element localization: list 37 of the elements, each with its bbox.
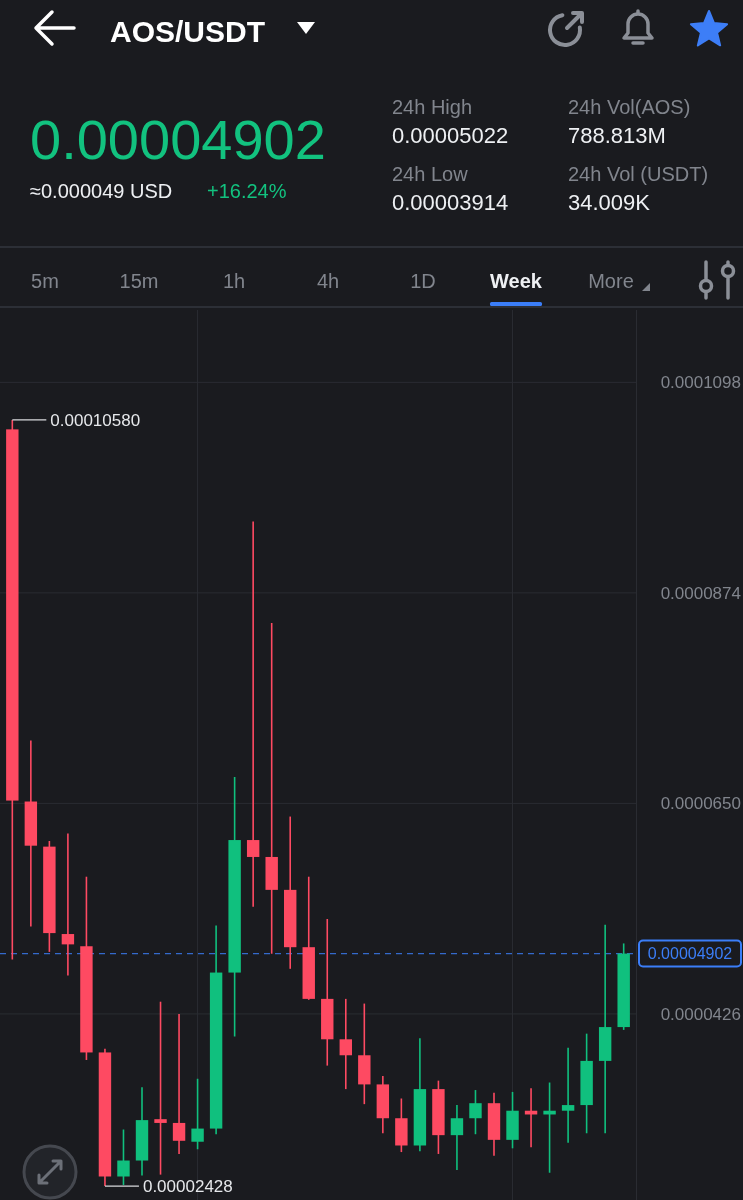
y-tick-label: 0.0000650 (660, 794, 741, 814)
text: 24h Vol(AOS) (568, 96, 691, 118)
candlestick (61, 832, 75, 977)
ref-line-label: 0.00004902 (647, 945, 733, 963)
text: 15m (119, 270, 159, 292)
candlestick (246, 520, 260, 908)
text: 0.00005022 (392, 123, 509, 148)
text: Week (490, 270, 543, 292)
candlestick (561, 1046, 575, 1144)
candlestick (172, 1013, 186, 1155)
text: 0.00004902 (30, 108, 326, 171)
annotation: 0.00002428 (142, 1177, 233, 1197)
text: 788.813M (568, 123, 666, 148)
text: 24h High (392, 96, 473, 118)
text: 0.00003914 (392, 190, 509, 215)
text: 4h (316, 270, 340, 292)
text: More (588, 270, 634, 292)
candlestick (265, 622, 278, 955)
text: 34.009K (568, 190, 651, 215)
candlestick (154, 1000, 167, 1176)
text: 1D (410, 270, 436, 292)
annotation: 0.00010580 (50, 410, 141, 430)
text: 1h (222, 270, 246, 292)
candlestick (191, 1077, 204, 1151)
text: AOS/USDT (110, 15, 266, 48)
text: 24h Vol (USDT) (568, 163, 709, 185)
candlestick (339, 998, 352, 1090)
text: +16.24% (207, 180, 287, 202)
y-tick-label: 0.0000426 (660, 1004, 741, 1024)
text: 5m (31, 270, 59, 292)
candlestick (450, 1104, 464, 1171)
y-tick-label: 0.0000874 (660, 583, 741, 603)
text: ≈0.000049 USD (30, 180, 173, 202)
candlestick (117, 1128, 130, 1186)
y-tick-label: 0.0001098 (660, 373, 741, 393)
candlestick (469, 1089, 482, 1136)
text: 24h Low (392, 163, 469, 185)
